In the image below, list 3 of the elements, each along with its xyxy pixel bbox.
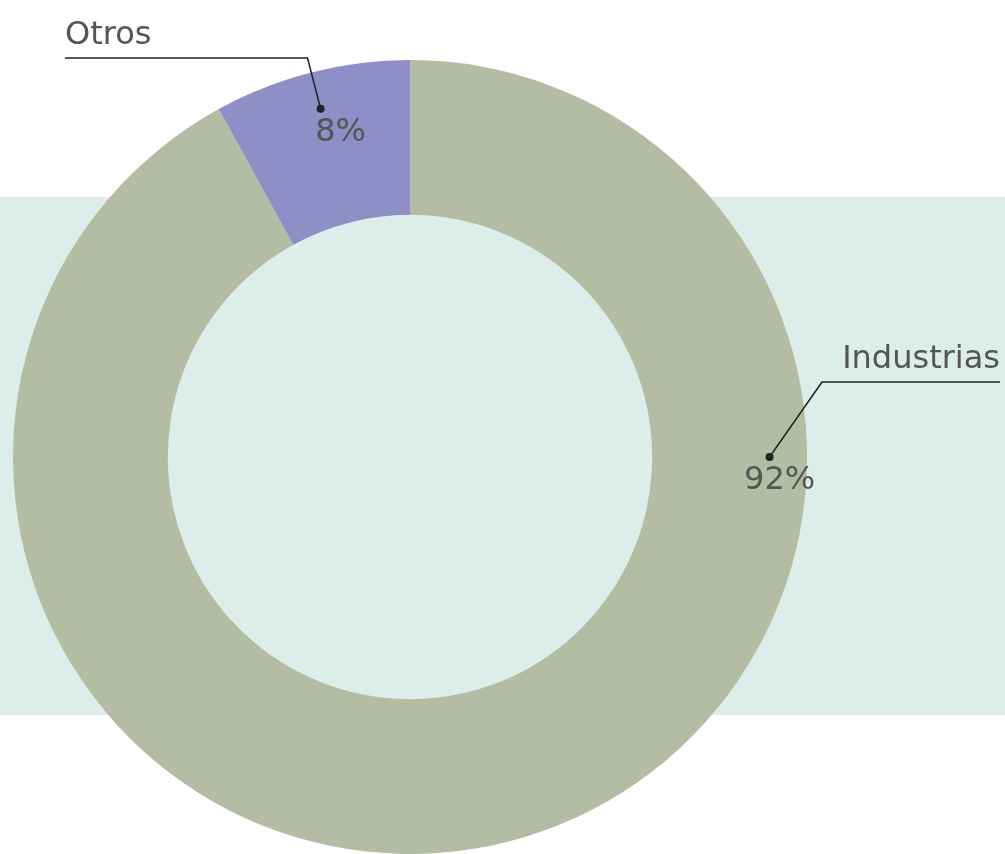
data-label: 8% <box>315 111 366 150</box>
slice-label: Industrias <box>842 338 1000 377</box>
slice-label: Otros <box>65 14 152 53</box>
